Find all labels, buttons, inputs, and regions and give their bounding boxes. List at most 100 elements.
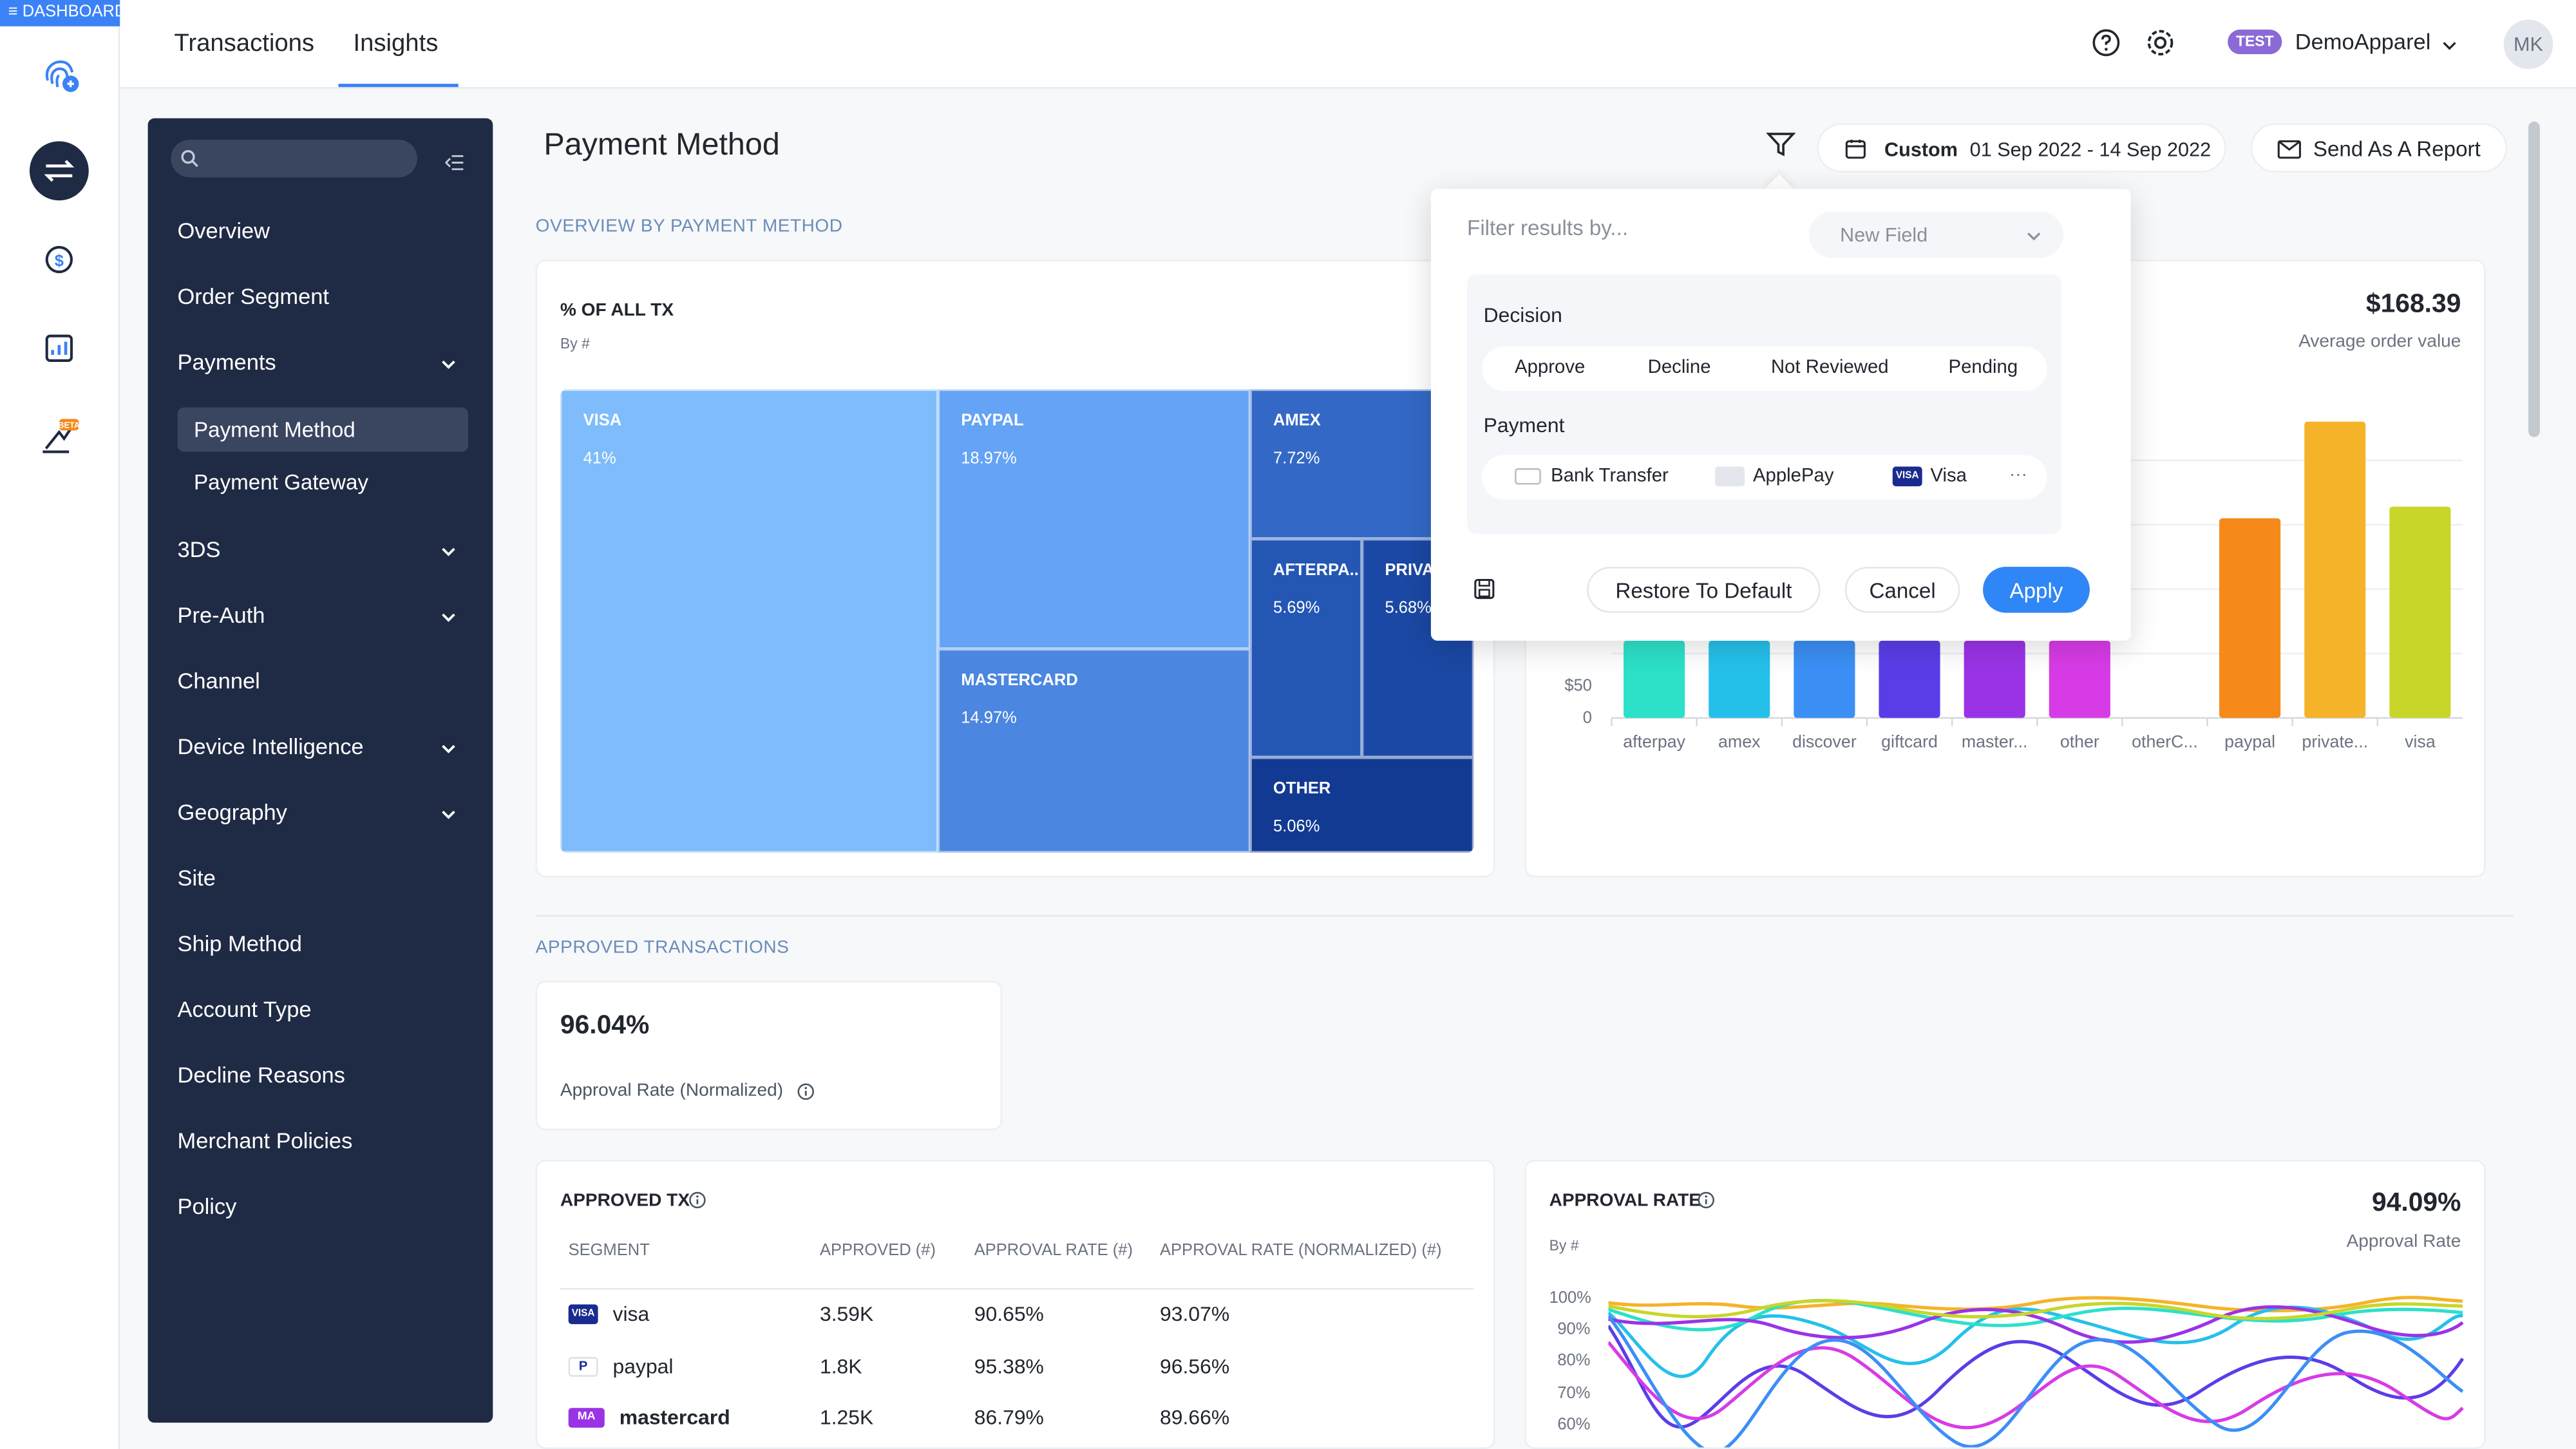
mastercard-icon: MA [568, 1408, 605, 1428]
approval-rate-title: APPROVAL RATE [1549, 1191, 1701, 1211]
filter-popover: Filter results by... New Field Decision … [1430, 189, 2131, 641]
approved-tx-table-card: APPROVED TX SEGMENT APPROVED (#) APPROVA… [535, 1160, 1495, 1449]
more-options-icon[interactable]: ··· [2009, 464, 2027, 485]
help-icon[interactable] [2091, 28, 2121, 66]
sidebar-item-payment-gateway[interactable]: Payment Gateway [194, 469, 368, 495]
bar-afterpay [1624, 640, 1685, 718]
approval-rate-value: 96.04% [560, 1012, 650, 1040]
payment-option-bank-transfer[interactable]: Bank Transfer [1551, 466, 1669, 487]
x-tick-label: giftcard [1881, 732, 1938, 752]
x-tick-label: otherC... [2132, 732, 2198, 752]
aov-value: $168.39 [2365, 290, 2461, 319]
date-range-picker[interactable]: Custom 01 Sep 2022 - 14 Sep 2022 [1817, 123, 2226, 173]
table-cell-segment: visa [612, 1302, 650, 1326]
chevron-down-icon[interactable] [440, 544, 457, 560]
chevron-down-icon[interactable] [440, 609, 457, 626]
bar-discover [1794, 640, 1855, 718]
column-header-approval-rate-normalized[interactable]: APPROVAL RATE (NORMALIZED) (#) [1160, 1242, 1442, 1260]
tab-transactions[interactable]: Transactions [174, 29, 315, 58]
info-icon[interactable] [797, 1083, 815, 1101]
page-title: Payment Method [544, 128, 780, 163]
section-divider [535, 914, 2514, 917]
table-row[interactable]: P paypal 1.8K 95.38% 96.56% [537, 1352, 1493, 1401]
sidebar-item-decline-reasons[interactable]: Decline Reasons [177, 1063, 345, 1088]
filter-icon[interactable] [1766, 131, 1796, 166]
sidebar-item-ship-method[interactable]: Ship Method [177, 931, 302, 956]
save-filter-icon[interactable] [1473, 578, 1495, 600]
treemap-cell-afterpay[interactable]: AFTERPA.. 5.69% [1250, 538, 1362, 758]
column-header-approved[interactable]: APPROVED (#) [819, 1242, 936, 1260]
filter-search-input[interactable]: Filter results by... [1467, 215, 1629, 240]
tab-insights[interactable]: Insights [353, 29, 439, 58]
treemap-cell-visa[interactable]: VISA 41% [560, 389, 938, 853]
bar-giftcard [1879, 640, 1940, 718]
chevron-down-icon[interactable] [440, 741, 457, 758]
payment-option-applepay[interactable]: ApplePay [1752, 466, 1834, 487]
sidebar-item-payment-method[interactable]: Payment Method [194, 417, 355, 442]
beta-feature-rail-icon[interactable]: BETA [30, 408, 89, 467]
x-tick-label: afterpay [1623, 732, 1685, 752]
sidebar-item-merchant-policies[interactable]: Merchant Policies [177, 1128, 353, 1153]
sidebar-search-input[interactable] [171, 139, 417, 178]
svg-text:BETA: BETA [58, 421, 80, 430]
sidebar-item-device-intelligence[interactable]: Device Intelligence [177, 734, 364, 759]
sidebar-item-account-type[interactable]: Account Type [177, 997, 312, 1022]
column-header-segment[interactable]: SEGMENT [568, 1242, 650, 1260]
approval-rate-line-card: APPROVAL RATE By # 94.09% Approval Rate … [1524, 1160, 2486, 1449]
account-switcher[interactable]: DemoApparel [2295, 29, 2431, 55]
chevron-down-icon[interactable] [2441, 33, 2458, 62]
apply-button[interactable]: Apply [1983, 567, 2090, 613]
chevron-down-icon[interactable] [440, 807, 457, 824]
decision-option-pending[interactable]: Pending [1948, 358, 2018, 378]
table-cell-rate: 86.79% [974, 1406, 1044, 1430]
info-icon[interactable] [1697, 1191, 1715, 1209]
treemap-cell-mastercard[interactable]: MASTERCARD 14.97% [938, 649, 1251, 853]
sidebar-item-order-segment[interactable]: Order Segment [177, 284, 329, 309]
table-cell-normalized: 89.66% [1160, 1406, 1230, 1430]
avatar[interactable]: MK [2503, 19, 2553, 70]
x-tick-label: paypal [2224, 732, 2275, 752]
payment-option-visa[interactable]: Visa [1930, 466, 1967, 487]
transactions-rail-icon[interactable] [29, 141, 89, 201]
table-cell-rate: 95.38% [974, 1355, 1044, 1379]
sidebar-item-policy[interactable]: Policy [177, 1194, 237, 1219]
settings-gear-icon[interactable] [2146, 28, 2175, 66]
sidebar-item-geography[interactable]: Geography [177, 800, 287, 825]
info-icon[interactable] [688, 1191, 706, 1209]
treemap-cell-other[interactable]: OTHER 5.06% [1250, 757, 1474, 853]
send-report-button[interactable]: Send As A Report [2250, 123, 2507, 173]
sidebar-item-3ds[interactable]: 3DS [177, 537, 221, 562]
decision-option-decline[interactable]: Decline [1647, 358, 1711, 378]
sidebar-item-overview[interactable]: Overview [177, 218, 270, 243]
payment-label: Payment [1483, 413, 1565, 437]
new-field-select[interactable]: New Field [1808, 212, 2064, 258]
sidebar-item-payments[interactable]: Payments [177, 350, 276, 375]
test-env-badge: TEST [2228, 29, 2282, 55]
y-tick-label: 70% [1557, 1385, 1591, 1403]
chevron-down-icon[interactable] [440, 357, 457, 374]
sidebar-item-pre-auth[interactable]: Pre-Auth [177, 603, 265, 628]
approval-rate-lines [1608, 1296, 2465, 1448]
y-tick-label: $50 [1564, 676, 1592, 694]
decision-option-approve[interactable]: Approve [1515, 358, 1586, 378]
reports-rail-icon[interactable] [30, 319, 89, 378]
decision-option-not-reviewed[interactable]: Not Reviewed [1771, 358, 1889, 378]
cancel-button[interactable]: Cancel [1844, 567, 1960, 613]
bar-visa [2389, 506, 2451, 718]
collapse-sidebar-icon[interactable] [444, 149, 465, 179]
page-scrollbar[interactable] [2528, 121, 2540, 437]
column-header-approval-rate[interactable]: APPROVAL RATE (#) [974, 1242, 1133, 1260]
approval-rate-kpi-label: Approval Rate [2346, 1232, 2461, 1252]
sidebar-item-channel[interactable]: Channel [177, 668, 260, 694]
fingerprint-logo-icon[interactable] [30, 43, 89, 102]
left-rail: ≡ DASHBOARD $ BETA [0, 0, 145, 1449]
treemap-cell-paypal[interactable]: PAYPAL 18.97% [938, 389, 1251, 649]
sidebar-item-site[interactable]: Site [177, 866, 216, 891]
table-row[interactable]: MA mastercard 1.25K 86.79% 89.66% [537, 1403, 1493, 1448]
table-row[interactable]: VISA visa 3.59K 90.65% 93.07% [537, 1300, 1493, 1349]
calendar-icon [1845, 139, 1866, 159]
refund-rail-icon[interactable]: $ [30, 230, 89, 289]
restore-default-button[interactable]: Restore To Default [1587, 567, 1821, 613]
x-tick-label: discover [1792, 732, 1857, 752]
